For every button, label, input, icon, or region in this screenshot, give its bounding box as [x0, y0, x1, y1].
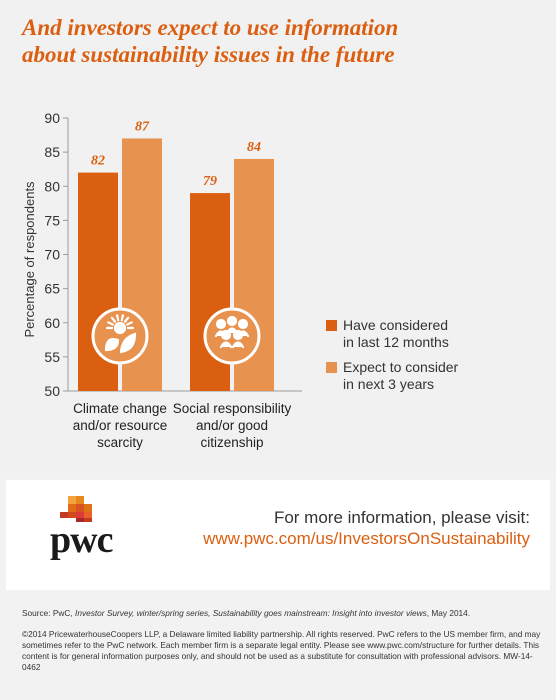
- y-tick-label: 60: [44, 315, 60, 331]
- pwc-logo-text: pwc: [50, 519, 113, 561]
- y-tick-label: 70: [44, 247, 60, 263]
- y-axis-label: Percentage of respondents: [22, 181, 37, 338]
- climate-icon-circle: [91, 307, 149, 365]
- footer: [0, 590, 556, 700]
- info-panel: [6, 480, 550, 590]
- data-label: 84: [247, 140, 261, 155]
- legend-swatch: [326, 320, 337, 331]
- legend-label: in last 12 months: [343, 334, 449, 350]
- y-tick-label: 90: [44, 110, 60, 126]
- legend-label: in next 3 years: [343, 376, 434, 392]
- more-info-text: For more information, please visit:: [273, 508, 530, 527]
- source-note: Source: PwC, Investor Survey, winter/spr…: [22, 608, 542, 619]
- title-line-2: about sustainability issues in the futur…: [22, 42, 395, 67]
- source-prefix: Source: PwC,: [22, 608, 76, 618]
- data-label: 87: [135, 119, 150, 134]
- pwc-logo-icon: [60, 496, 92, 522]
- sun-leaf-icon: [104, 314, 137, 354]
- legend-label: Have considered: [343, 317, 448, 333]
- data-label: 82: [91, 154, 105, 169]
- legend-swatch: [326, 362, 337, 373]
- source-suffix: , May 2014.: [426, 608, 471, 618]
- category-label: Social responsibility: [173, 401, 292, 416]
- data-label: 79: [203, 174, 217, 189]
- category-label: Climate change: [73, 401, 167, 416]
- title-line-1: And investors expect to use information: [22, 15, 399, 40]
- y-tick-label: 75: [44, 212, 60, 228]
- copyright-note: ©2014 PricewaterhouseCoopers LLP, a Dela…: [22, 629, 541, 672]
- y-tick-label: 80: [44, 178, 60, 194]
- y-tick-label: 50: [44, 383, 60, 399]
- y-tick-label: 85: [44, 144, 60, 160]
- chart-title: And investors expect to use information …: [22, 14, 542, 68]
- y-tick-label: 55: [44, 349, 60, 365]
- category-label: and/or resource: [73, 418, 168, 433]
- legend-label: Expect to consider: [343, 359, 459, 375]
- category-label: and/or good: [196, 418, 268, 433]
- category-label: scarcity: [97, 435, 143, 450]
- people-group-icon: [214, 315, 250, 349]
- bar-chart: 50 55 60 65 70 75 80 85 90 Percentage of responde…: [22, 110, 459, 450]
- source-italic: Investor Survey, winter/spring series, S…: [75, 608, 427, 618]
- category-label: citizenship: [200, 435, 263, 450]
- url-link[interactable]: www.pwc.com/us/InvestorsOnSustainability: [203, 529, 530, 548]
- y-tick-label: 65: [44, 281, 60, 297]
